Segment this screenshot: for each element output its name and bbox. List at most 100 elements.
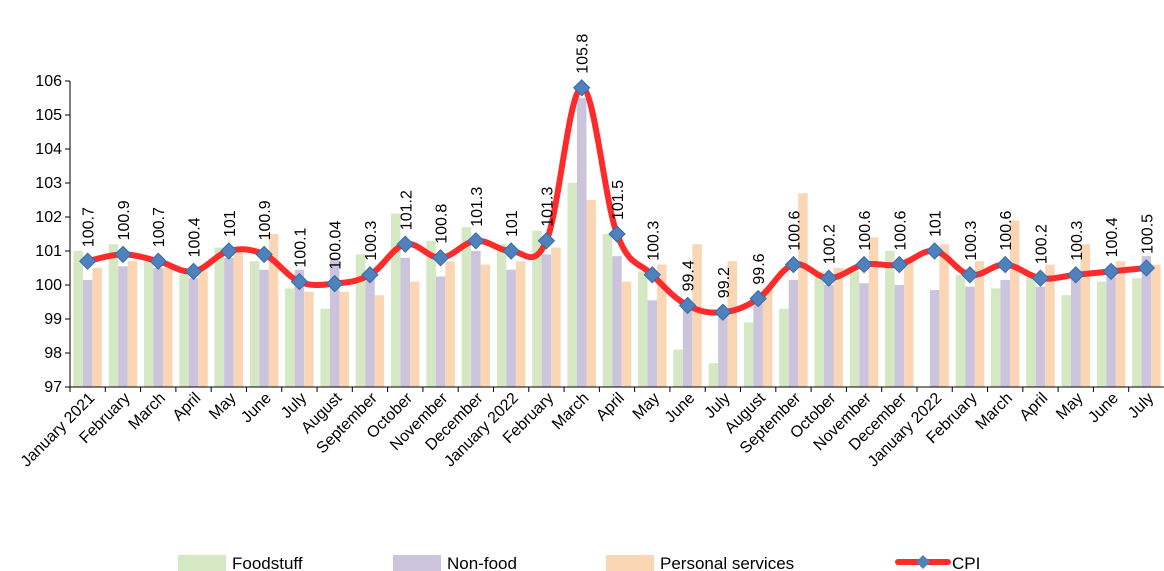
cpi-marker-25 (925, 242, 944, 260)
x-tick-label-4: April (170, 390, 205, 425)
bar-foodstuff-10 (391, 213, 401, 387)
bar-non-food-23 (859, 283, 869, 387)
legend-swatch-foodstuff (178, 555, 226, 571)
bar-foodstuff-13 (496, 244, 507, 387)
cpi-data-label-17: 100.3 (645, 221, 662, 261)
bar-non-food-22 (823, 285, 834, 387)
bar-non-food-17 (647, 300, 658, 387)
bar-personal-services-13 (515, 261, 526, 387)
cpi-marker-31 (1137, 259, 1156, 277)
cpi-marker-4 (184, 262, 203, 281)
cpi-data-label-31: 100.5 (1139, 214, 1156, 254)
bar-personal-services-27 (1009, 220, 1020, 387)
legend-label-non-food: Non-food (447, 554, 517, 571)
legend-label-cpi: CPI (952, 554, 980, 571)
x-tick-label-31: July (1125, 390, 1157, 422)
x-tick-label-16: April (593, 390, 628, 425)
bar-personal-services-4 (198, 271, 208, 387)
x-tick-label-29: May (1053, 390, 1086, 423)
cpi-marker-3 (149, 252, 167, 270)
cpi-marker-16 (608, 225, 626, 243)
bar-non-food-18 (682, 308, 693, 387)
y-tick-label-98: 98 (44, 345, 62, 362)
cpi-marker-27 (996, 255, 1014, 274)
bar-foodstuff-19 (708, 363, 719, 387)
cpi-data-label-27: 100.6 (998, 210, 1015, 250)
bar-personal-services-30 (1115, 261, 1126, 387)
cpi-markers (78, 79, 1156, 321)
bar-personal-services-18 (692, 244, 702, 387)
bar-foodstuff-4 (179, 274, 189, 387)
bar-non-food-5 (224, 257, 234, 387)
bar-foodstuff-6 (249, 261, 260, 387)
cpi-marker-7 (290, 272, 309, 291)
bar-foodstuff-9 (355, 254, 366, 387)
bar-foodstuff-7 (285, 288, 295, 387)
x-tick-label-3: March (126, 390, 169, 433)
cpi-data-label-8: 100.04 (328, 221, 345, 270)
bar-foodstuff-31 (1132, 278, 1142, 387)
legend-label-foodstuff: Foodstuff (232, 554, 303, 571)
cpi-data-label-2: 100.9 (116, 200, 133, 240)
cpi-data-label-28: 100.2 (1034, 224, 1051, 264)
y-tick-label-104: 104 (35, 141, 62, 158)
bar-non-food-8 (329, 257, 340, 387)
x-tick-label-5: May (206, 390, 239, 423)
cpi-data-label-12: 101.3 (469, 187, 486, 227)
bar-foodstuff-23 (849, 271, 860, 387)
bar-non-food-13 (506, 269, 516, 387)
cpi-data-label-24: 100.6 (892, 210, 909, 250)
bar-personal-services-8 (339, 291, 349, 387)
cpi-marker-9 (361, 266, 379, 284)
bar-personal-services-22 (833, 268, 843, 387)
cpi-data-label-29: 100.3 (1069, 221, 1086, 261)
bar-foodstuff-27 (990, 288, 1001, 387)
y-tick-label-97: 97 (44, 379, 62, 396)
bar-non-food-7 (294, 269, 305, 387)
bar-personal-services-1 (92, 268, 102, 387)
bar-non-food-26 (965, 286, 975, 387)
cpi-marker-8 (325, 274, 344, 293)
cpi-marker-15 (573, 79, 591, 97)
bar-personal-services-16 (621, 281, 632, 387)
cpi-data-label-7: 100.1 (292, 227, 309, 267)
cpi-data-label-26: 100.3 (963, 221, 980, 261)
cpi-data-label-4: 100.4 (187, 217, 204, 257)
bar-personal-services-6 (268, 234, 279, 387)
cpi-data-labels: 100.7 100.9 100.7 100.4 101 100.9 100.1 100.04 1… (81, 34, 1157, 299)
bar-personal-services-9 (374, 295, 385, 387)
cpi-marker-24 (890, 255, 909, 274)
cpi-data-label-21: 100.6 (787, 210, 804, 250)
cpi-data-label-13: 101 (504, 210, 521, 237)
cpi-marker-28 (1031, 269, 1050, 287)
cpi-marker-18 (678, 296, 697, 315)
bar-personal-services-29 (1080, 244, 1091, 387)
cpi-data-label-18: 99.4 (681, 260, 698, 291)
x-tick-label-28: April (1017, 390, 1052, 425)
bar-personal-services-25 (939, 244, 949, 387)
legend-label-personal-services: Personal services (660, 554, 794, 571)
bar-non-food-15 (576, 98, 587, 387)
cpi-data-label-1: 100.7 (81, 207, 98, 247)
bar-foodstuff-12 (461, 227, 472, 387)
y-tick-label-101: 101 (35, 243, 62, 260)
bar-foodstuff-30 (1096, 281, 1107, 387)
bar-personal-services-21 (798, 193, 808, 387)
x-tick-label-15: March (549, 390, 592, 433)
bar-personal-services-5 (233, 251, 244, 387)
legend-swatch-personal-services (606, 555, 654, 571)
cpi-data-label-3: 100.7 (151, 207, 168, 247)
cpi-marker-23 (855, 255, 873, 274)
bar-personal-services-10 (410, 281, 420, 387)
bar-foodstuff-14 (532, 230, 542, 387)
cpi-marker-1 (78, 252, 97, 270)
bar-personal-services-26 (974, 261, 985, 387)
cpi-marker-10 (396, 235, 414, 253)
bar-non-food-1 (82, 279, 93, 387)
bar-foodstuff-22 (814, 271, 824, 387)
bar-foodstuff-3 (143, 261, 154, 387)
bar-personal-services-28 (1045, 264, 1055, 387)
cpi-data-label-16: 101.5 (610, 180, 627, 220)
